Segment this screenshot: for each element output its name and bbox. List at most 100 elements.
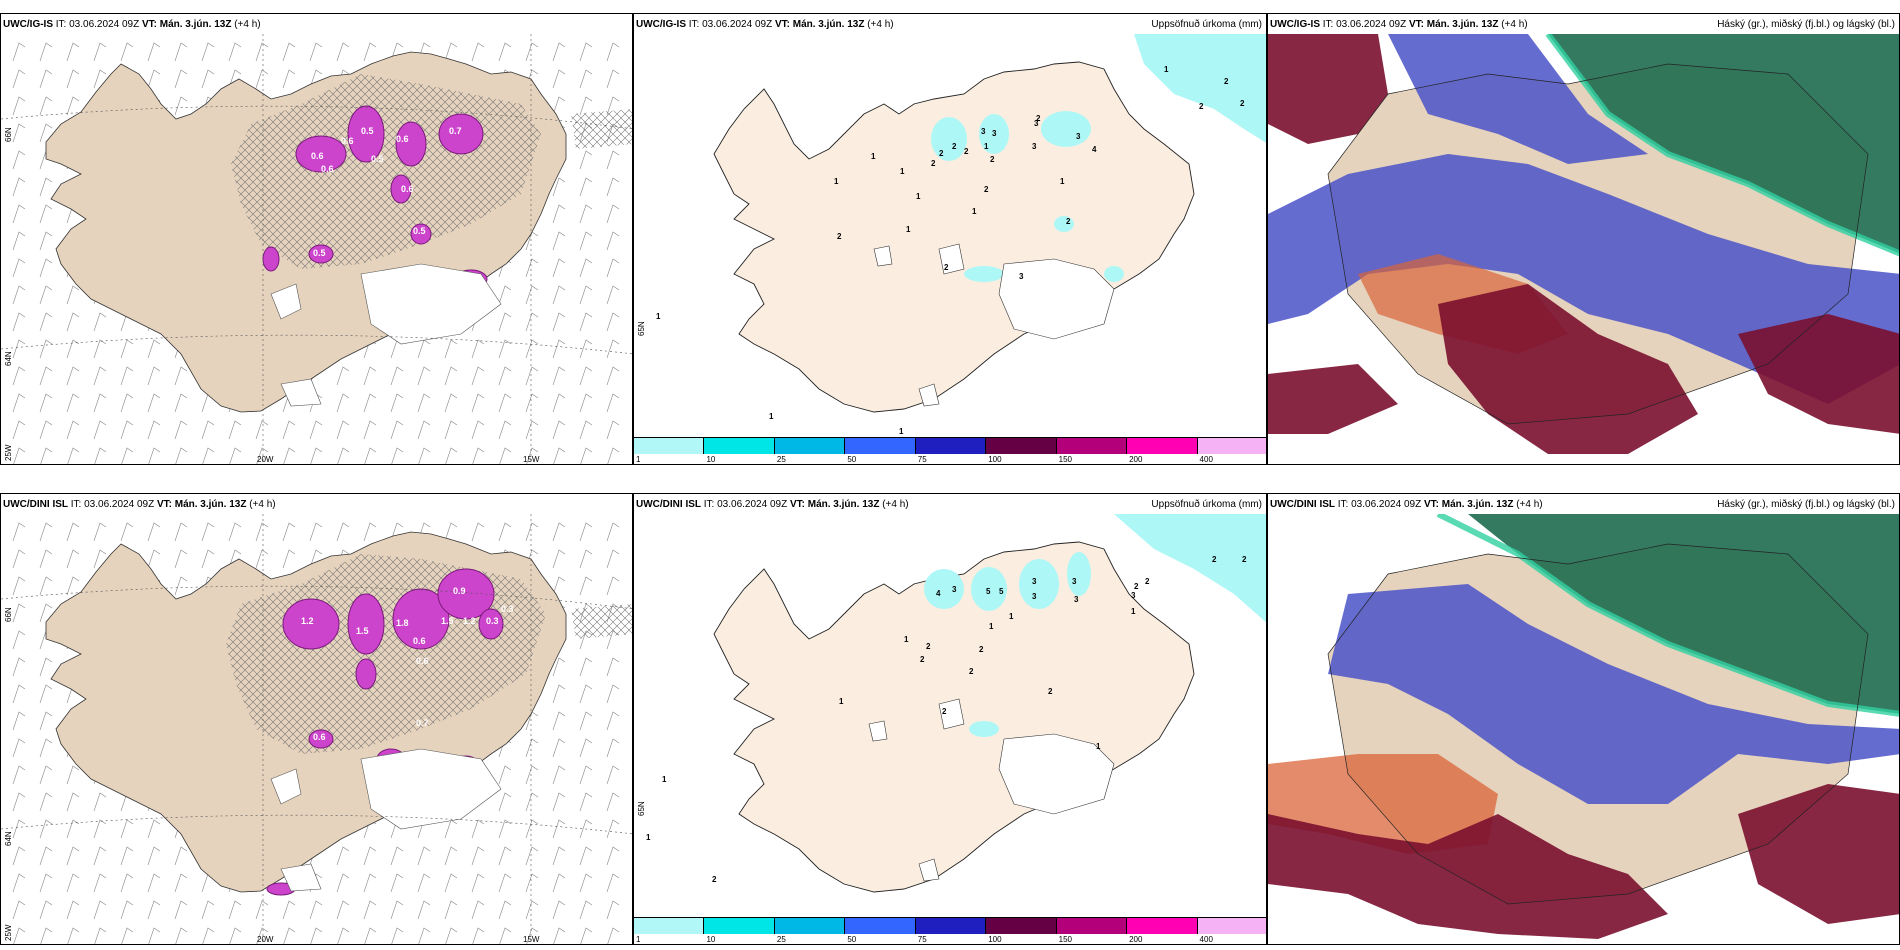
- run-label: UWC/IG-IS IT: 03.06.2024 09Z VT: Mán. 3.…: [3, 19, 261, 30]
- wind-barb: [525, 366, 539, 386]
- lat-label-64N: 64N: [4, 351, 13, 366]
- wind-barb: [283, 927, 296, 944]
- wind-barb: [606, 366, 620, 386]
- wind-barb: [525, 258, 539, 278]
- panel-precip-row2: UWC/DINI ISL IT: 03.06.2024 09Z VT: Mán.…: [633, 493, 1267, 945]
- precip-value: 3: [992, 129, 997, 138]
- wind-barb: [201, 69, 215, 89]
- wind-barb: [552, 339, 566, 359]
- panel-header: UWC/DINI ISL IT: 03.06.2024 09Z VT: Mán.…: [1268, 494, 1899, 514]
- wind-barb: [148, 447, 161, 464]
- wind-barb: [552, 657, 566, 677]
- wind-barb: [580, 927, 593, 944]
- wind-barb: [229, 927, 242, 944]
- wind-barb: [39, 711, 53, 731]
- precip-value: 1: [906, 225, 911, 234]
- wind-barb: [552, 792, 566, 812]
- wind-barb: [13, 927, 26, 944]
- run-label: UWC/DINI ISL IT: 03.06.2024 09Z VT: Mán.…: [636, 499, 909, 510]
- wind-barb: [552, 900, 566, 920]
- wind-barb: [93, 420, 107, 440]
- wind-barb: [39, 69, 53, 89]
- wind-barb: [39, 123, 53, 143]
- low-cloud-west: [1268, 364, 1398, 434]
- wind-barb: [12, 738, 26, 758]
- wind-barb: [390, 846, 404, 866]
- panel-header: UWC/IG-IS IT: 03.06.2024 09Z VT: Mán. 3.…: [1268, 14, 1899, 34]
- run-label: UWC/DINI ISL IT: 03.06.2024 09Z VT: Mán.…: [3, 499, 276, 510]
- wind-barb: [121, 447, 134, 464]
- run-label: UWC/IG-IS IT: 03.06.2024 09Z VT: Mán. 3.…: [1270, 19, 1528, 30]
- wind-barb: [471, 846, 485, 866]
- wind-barb: [471, 393, 485, 413]
- wind-barb: [147, 69, 161, 89]
- cloud-title: Háský (gr.), miðský (fj.bl.) og lágský (…: [1717, 19, 1895, 30]
- wind-barb: [606, 657, 620, 677]
- wind-barb: [66, 312, 80, 332]
- legend-tick: 400: [1199, 455, 1213, 464]
- precip-value: 2: [1048, 687, 1053, 696]
- wind-barb: [39, 765, 53, 785]
- wind-barb: [499, 447, 512, 464]
- wind-barb: [579, 522, 593, 542]
- wind-barb: [175, 927, 188, 944]
- legend-swatch: [845, 438, 916, 454]
- lat-label-66N: 66N: [4, 127, 13, 142]
- wind-barb: [579, 819, 593, 839]
- wind-barb: [39, 549, 53, 569]
- precip-value: 1: [984, 142, 989, 151]
- precip-value: 2: [944, 263, 949, 272]
- valid-time: Mán. 3.jún. 13Z: [792, 19, 865, 30]
- wind-barb: [147, 420, 161, 440]
- legend-tick: 1: [636, 935, 641, 944]
- wind-barb: [363, 393, 377, 413]
- wind-barb: [552, 420, 566, 440]
- legend-swatch: [774, 438, 846, 454]
- lat-label-65N: 65N: [637, 321, 646, 336]
- wind-barb: [67, 447, 80, 464]
- wind-barb: [498, 819, 512, 839]
- wind-barb: [66, 549, 80, 569]
- wind-barb: [390, 900, 404, 920]
- wind-barb: [579, 231, 593, 251]
- legend-tick: 50: [847, 455, 857, 464]
- wind-barb: [552, 312, 566, 332]
- precip-value: 3: [1076, 132, 1081, 141]
- value-label: 0.5: [313, 248, 326, 258]
- wind-barb: [39, 657, 53, 677]
- wind-barb: [66, 285, 80, 305]
- wind-barb: [174, 420, 188, 440]
- wind-barb: [309, 69, 323, 89]
- wind-barb: [552, 69, 566, 89]
- valid-time: Mán. 3.jún. 13Z: [159, 19, 232, 30]
- legend-tick: 200: [1129, 935, 1143, 944]
- wind-barb: [471, 420, 485, 440]
- wind-barb: [499, 927, 512, 944]
- wind-barb: [201, 549, 215, 569]
- legend-tick: 10: [706, 935, 716, 944]
- wind-barb: [93, 549, 107, 569]
- panel-wind-row2: UWC/DINI ISL IT: 03.06.2024 09Z VT: Mán.…: [0, 493, 633, 945]
- wind-barb: [418, 927, 431, 944]
- wind-barb: [66, 522, 80, 542]
- precip-map: 1 1 2 2 2 2 1 1 1 2 3 3 1 2 3 2 3 2 1 2 …: [656, 34, 1266, 436]
- value-label: 0.4: [459, 759, 472, 769]
- wind-barb: [12, 177, 26, 197]
- value-label: 1.5: [356, 626, 369, 636]
- wind-barb: [525, 873, 539, 893]
- wind-barb: [66, 576, 80, 596]
- low-cloud-south: [1268, 814, 1668, 939]
- precip-title: Uppsöfnuð úrkoma (mm): [1151, 19, 1262, 30]
- wind-barb: [525, 420, 539, 440]
- precip-value: 3: [1131, 591, 1136, 600]
- wind-barb: [336, 393, 350, 413]
- wind-barb: [282, 69, 296, 89]
- legend-swatch: [1127, 438, 1198, 454]
- model-name: UWC/IG-IS: [636, 19, 686, 30]
- wind-barb: [579, 150, 593, 170]
- wind-barb: [498, 366, 512, 386]
- cyan-patches: [931, 111, 1124, 282]
- wind-barb: [309, 42, 323, 62]
- wind-barb: [363, 366, 377, 386]
- wind-barb: [39, 366, 53, 386]
